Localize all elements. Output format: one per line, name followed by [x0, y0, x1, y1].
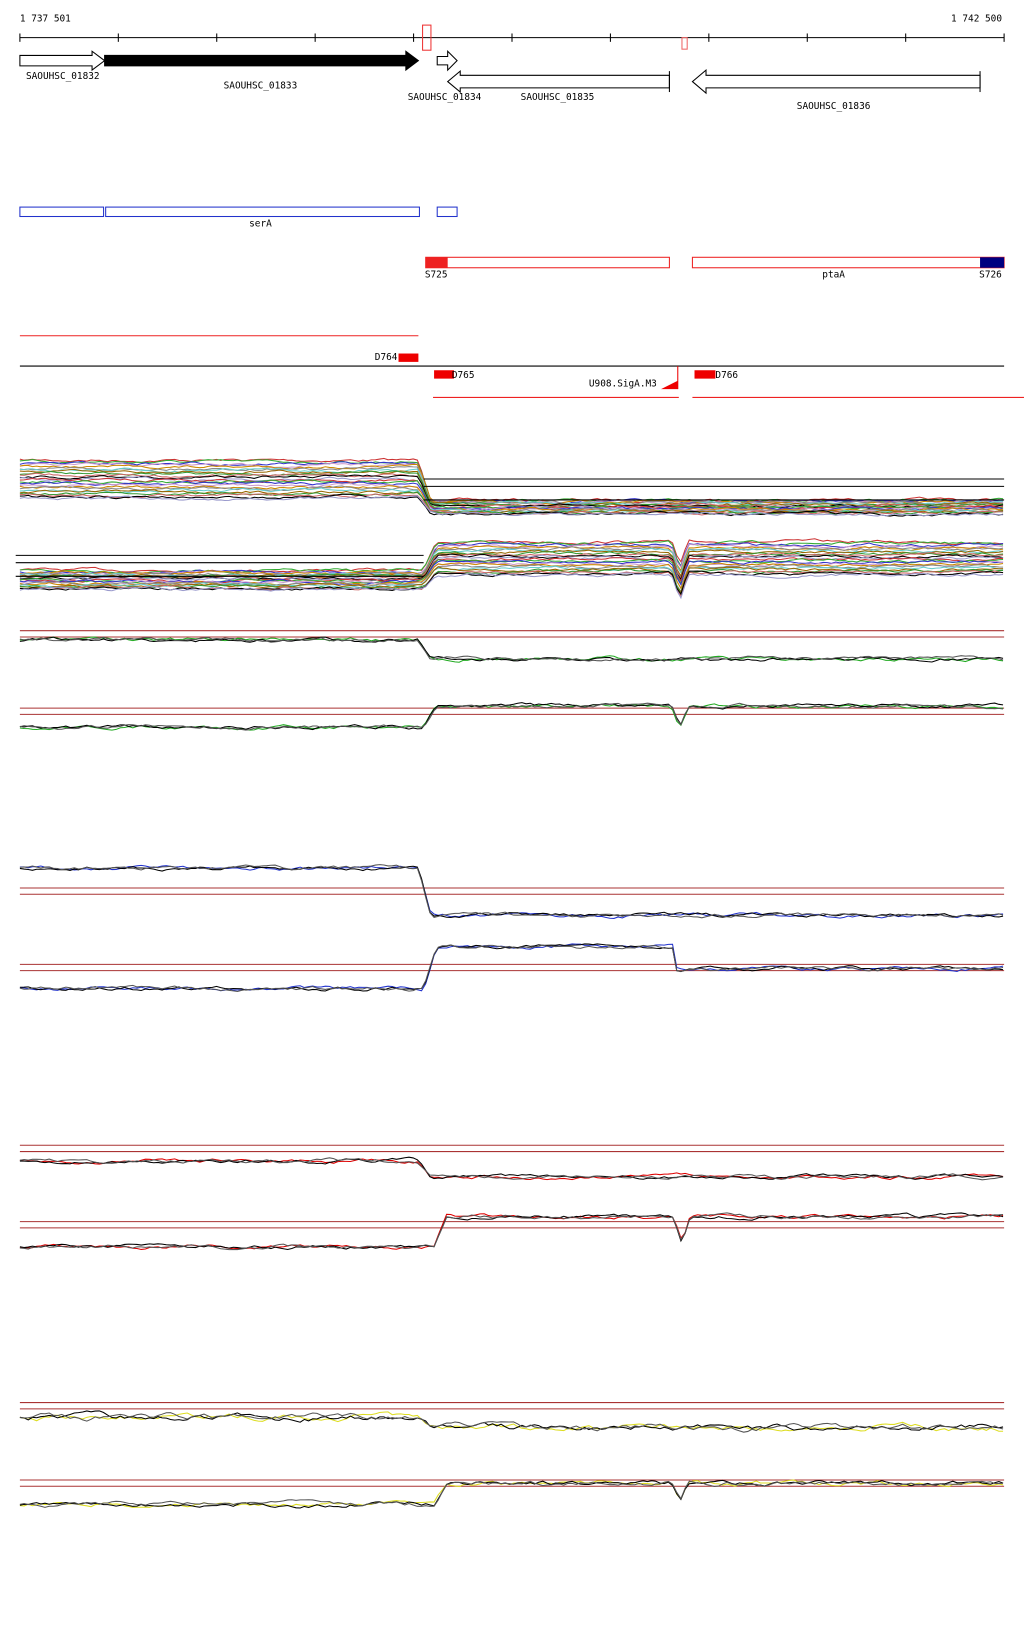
trace — [19, 458, 1004, 504]
gene-arrow — [104, 50, 420, 72]
trace — [19, 1411, 1004, 1432]
gene-label: SAOUHSC_01832 — [26, 71, 100, 82]
trace — [19, 1156, 1004, 1180]
trace — [19, 495, 1004, 517]
trace — [19, 864, 1004, 919]
trace — [19, 1480, 1004, 1508]
ruler-end: 1 742 500 — [951, 13, 1002, 24]
highlight — [681, 37, 688, 50]
trace — [19, 480, 1004, 512]
trace — [19, 485, 1004, 513]
trace — [19, 1157, 1004, 1181]
transcript — [691, 256, 1005, 269]
region-label: D765 — [452, 370, 475, 381]
region-box — [398, 353, 419, 362]
region-box — [694, 370, 716, 379]
trace — [19, 702, 1004, 731]
gene-arrow — [446, 70, 670, 94]
region-label: D764 — [375, 352, 398, 363]
trace — [19, 864, 1004, 919]
transcript-label: ptaA — [822, 270, 845, 281]
trace — [19, 702, 1004, 731]
trace — [19, 572, 1004, 600]
operon — [105, 206, 420, 218]
trace — [19, 559, 1004, 586]
trace — [19, 943, 1004, 992]
trace — [19, 457, 1004, 503]
trace — [19, 636, 1004, 663]
trace — [19, 636, 1004, 663]
highlight — [422, 24, 432, 51]
transcript — [425, 256, 670, 269]
trace — [19, 1213, 1004, 1250]
trace — [19, 943, 1004, 992]
trace — [19, 1212, 1004, 1251]
trace — [19, 553, 1004, 581]
trace — [19, 570, 1004, 597]
gene-label: SAOUHSC_01835 — [521, 92, 595, 103]
operon — [436, 206, 458, 218]
gene-label: SAOUHSC_01833 — [224, 80, 298, 91]
trace — [19, 1410, 1004, 1431]
trace — [19, 482, 1004, 512]
trace — [19, 570, 1004, 596]
transcript-start — [425, 257, 448, 268]
region-marker — [661, 380, 678, 390]
gene-label: SAOUHSC_01836 — [797, 101, 871, 112]
trace — [19, 1479, 1004, 1509]
trace — [19, 542, 1004, 575]
ruler — [19, 33, 1005, 42]
region-label: U908.SigA.M3 — [589, 378, 657, 389]
operon — [19, 206, 105, 218]
transcript-start — [980, 257, 1005, 268]
trace — [19, 552, 1004, 581]
operon-label: serA — [249, 218, 272, 229]
transcript-label: S725 — [425, 270, 448, 281]
trace — [19, 546, 1004, 578]
ruler-start: 1 737 501 — [20, 13, 71, 24]
gene-arrow — [436, 49, 458, 72]
trace — [19, 565, 1004, 593]
trace — [19, 636, 1004, 662]
trace — [19, 566, 1004, 594]
trace — [19, 1412, 1004, 1433]
region-box — [434, 370, 454, 379]
transcript-label: S726 — [979, 270, 1002, 281]
trace — [19, 549, 1004, 579]
trace — [19, 466, 1004, 506]
gene-arrow — [691, 68, 981, 95]
trace — [19, 865, 1004, 919]
gene-arrow — [19, 50, 106, 72]
trace — [19, 493, 1004, 517]
trace — [19, 944, 1004, 992]
gene-label: SAOUHSC_01834 — [408, 92, 482, 103]
region-label: D766 — [715, 370, 738, 381]
